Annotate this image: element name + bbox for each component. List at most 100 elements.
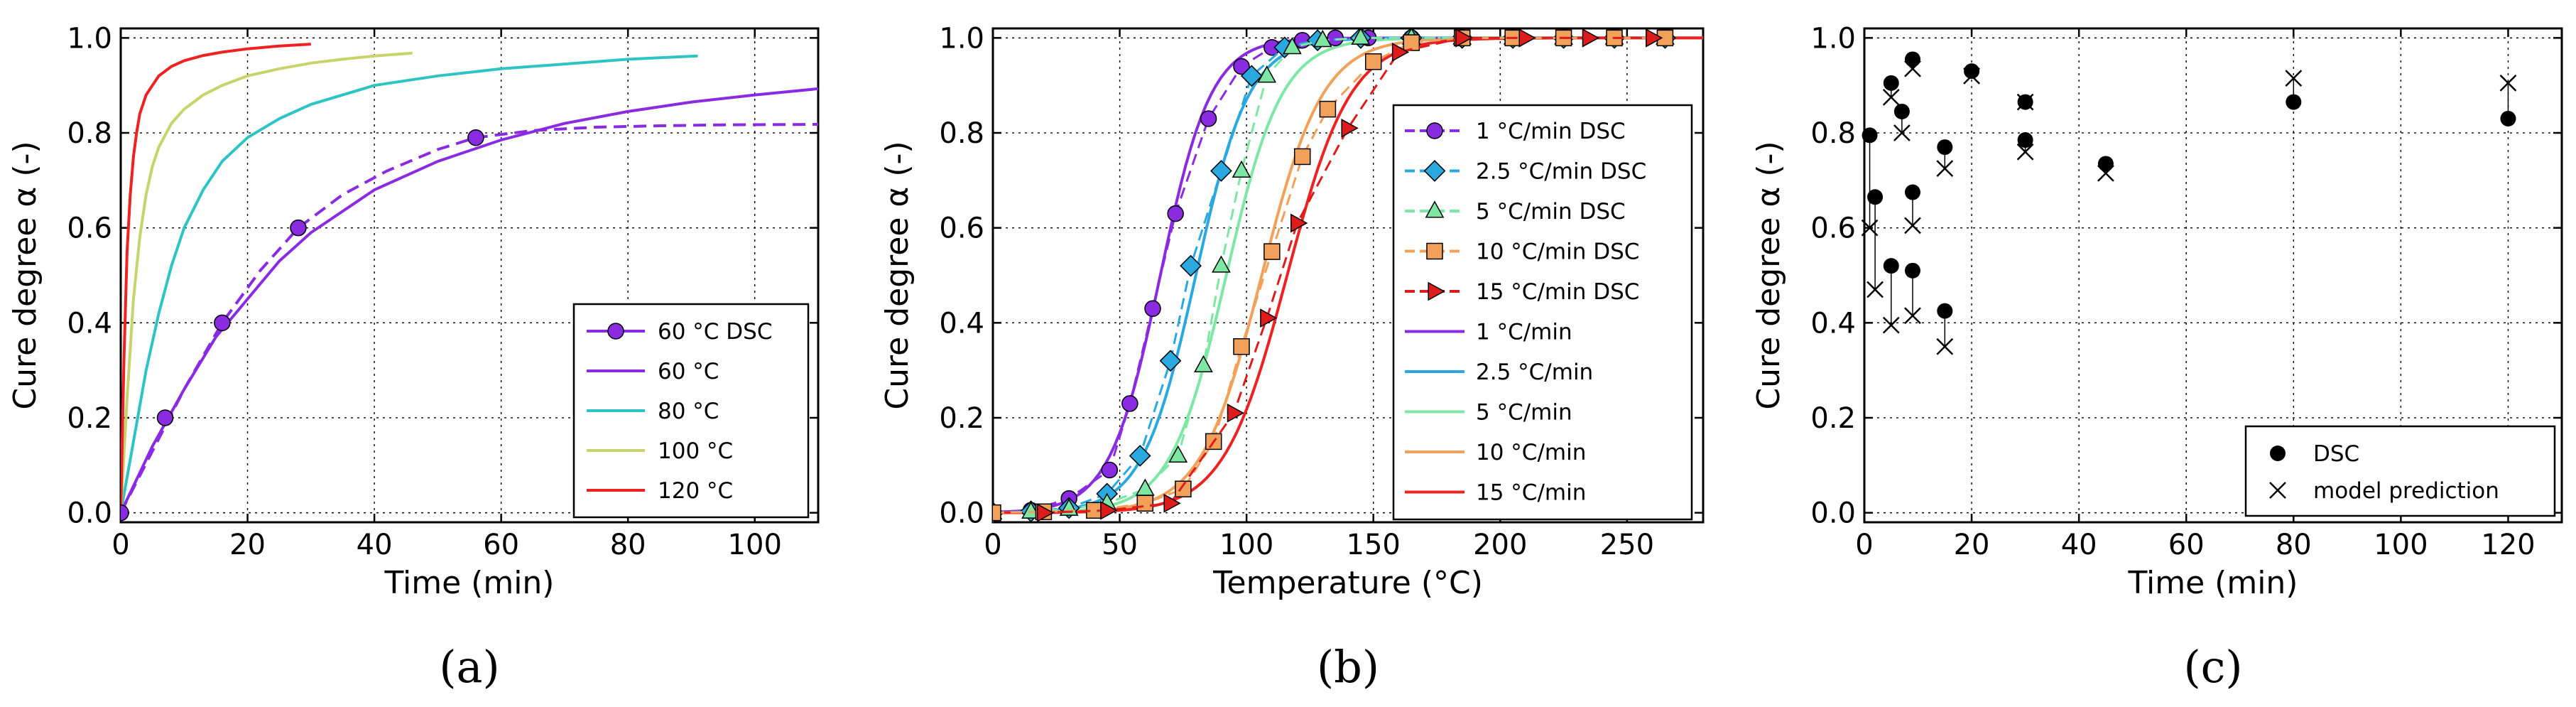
model-prediction-point <box>1936 338 1954 355</box>
model-prediction-point <box>1936 160 1954 178</box>
legend-label: 2.5 °C/min <box>1476 360 1593 385</box>
x-tick-label: 60 <box>2168 529 2205 561</box>
model-prediction-point <box>1963 67 1980 85</box>
dsc-point <box>1233 58 1250 75</box>
series-line <box>121 51 413 513</box>
dsc-point <box>1364 53 1382 70</box>
dsc-point <box>1194 355 1213 373</box>
model-prediction-point <box>2097 164 2114 182</box>
legend-label: 1 °C/min <box>1476 320 1572 345</box>
dsc-point <box>993 504 1001 522</box>
dsc-point <box>290 219 307 237</box>
dsc-point <box>467 129 484 146</box>
model-prediction-point <box>2016 93 2034 111</box>
x-tick-label: 250 <box>1600 529 1654 561</box>
x-mark-stroke <box>2016 143 2034 161</box>
plot-frame <box>119 27 820 524</box>
dsc-point <box>1036 503 1055 522</box>
dsc-point <box>1455 28 1473 48</box>
series-line <box>121 54 698 513</box>
dsc-point <box>1937 139 1953 156</box>
legend-marker <box>1428 281 1445 301</box>
y-tick-label: 1.0 <box>67 22 112 55</box>
x-tick-label: 0 <box>984 529 1001 561</box>
plot-area <box>1861 51 2517 355</box>
dsc-point <box>1240 65 1263 87</box>
model-prediction-point <box>1904 217 1921 234</box>
dsc-point <box>1227 403 1245 423</box>
legend-label: 2.5 °C/min DSC <box>1476 159 1646 185</box>
x-mark-stroke <box>1904 60 1921 77</box>
legend-marker <box>1423 160 1446 182</box>
panel-label: (a) <box>439 641 499 693</box>
x-mark-stroke <box>2097 164 2114 182</box>
dsc-point <box>214 314 231 332</box>
y-axis-label: Cure degree α (-) <box>7 141 43 409</box>
legend-label: 60 °C DSC <box>658 319 773 345</box>
legend-marker <box>2269 482 2286 499</box>
dsc-point <box>1136 495 1154 512</box>
x-mark-stroke <box>1866 281 1884 298</box>
dsc-point <box>1862 127 1878 144</box>
legend-label: 120 °C <box>658 478 733 504</box>
dsc-point <box>1232 160 1251 178</box>
chart-panel-b: 0 50 100 150 200 250 0.0 0.2 0.4 0.6 0.8 1.0 Tempera… <box>879 22 1705 693</box>
x-tick-label: 40 <box>357 529 393 561</box>
dsc-point <box>1257 65 1277 83</box>
series-line <box>121 87 818 514</box>
dsc-point <box>121 504 129 522</box>
x-tick-label: 0 <box>112 529 129 561</box>
x-mark-stroke <box>1904 307 1921 325</box>
x-tick-label: 0 <box>1855 529 1873 561</box>
dsc-point <box>1904 262 1920 279</box>
x-mark-stroke <box>2285 70 2303 87</box>
legend-label: DSC <box>2313 441 2359 467</box>
dsc-point <box>1159 350 1182 372</box>
x-mark-stroke <box>2499 74 2517 92</box>
dsc-point <box>2017 132 2033 149</box>
plot-frame <box>1863 27 2563 524</box>
x-tick-label: 200 <box>1473 529 1527 561</box>
legend-marker <box>1426 242 1443 260</box>
panel-label: (c) <box>2183 641 2242 693</box>
dsc-point <box>1260 308 1278 328</box>
dsc-point <box>2286 94 2302 110</box>
model-prediction-point <box>2499 74 2517 92</box>
legend-label: 5 °C/min <box>1476 400 1572 426</box>
dsc-point <box>156 409 174 426</box>
y-tick-label: 0.8 <box>67 117 112 150</box>
dsc-point <box>1175 480 1192 497</box>
x-tick-label: 150 <box>1347 529 1401 561</box>
dsc-point <box>1293 148 1311 166</box>
y-tick-label: 0.2 <box>67 402 112 435</box>
model-prediction-point <box>1882 89 1900 106</box>
x-mark-stroke <box>1963 67 1980 85</box>
legend: 1 °C/min DSC 2.5 °C/min DSC 5 °C/min DSC 10… <box>1392 104 1693 521</box>
dsc-point <box>1163 493 1181 513</box>
legend-box <box>2244 425 2556 517</box>
x-tick-label: 80 <box>610 529 646 561</box>
y-tick-label: 0.8 <box>939 117 984 150</box>
x-axis-label: Time (min) <box>384 565 555 601</box>
dsc-point <box>1180 254 1202 277</box>
dsc-point <box>1937 303 1953 319</box>
model-prediction-point <box>1882 316 1900 334</box>
dsc-point <box>1964 63 1980 80</box>
dsc-point <box>1904 184 1920 200</box>
dsc-point <box>1210 160 1232 182</box>
x-mark-stroke <box>1893 124 1911 141</box>
series-line <box>121 43 311 513</box>
x-mark-stroke <box>1882 316 1900 334</box>
dsc-point <box>1893 103 1910 119</box>
dsc-point <box>1121 395 1138 412</box>
legend-label: 1 °C/min DSC <box>1476 119 1626 144</box>
dsc-point <box>1212 255 1231 273</box>
x-axis-label: Temperature (°C) <box>1212 565 1483 601</box>
dsc-point <box>1129 445 1151 467</box>
x-tick-label: 40 <box>2061 529 2097 561</box>
model-prediction-point <box>1866 281 1884 298</box>
model-prediction-point <box>2016 143 2034 161</box>
legend-marker <box>1425 200 1445 218</box>
y-tick-label: 0.8 <box>1810 117 1856 150</box>
